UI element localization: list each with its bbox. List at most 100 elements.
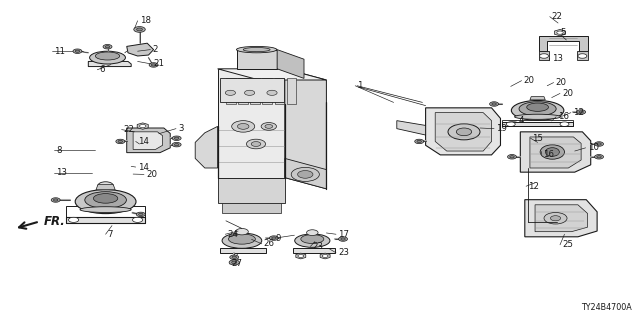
Ellipse shape: [237, 46, 277, 53]
Text: 16: 16: [543, 150, 554, 159]
Circle shape: [225, 90, 236, 95]
Circle shape: [137, 28, 143, 31]
Circle shape: [506, 122, 515, 126]
Text: 11: 11: [54, 47, 65, 56]
Polygon shape: [554, 29, 566, 36]
Polygon shape: [218, 69, 285, 178]
Polygon shape: [127, 128, 170, 153]
Bar: [287, 78, 296, 104]
Circle shape: [560, 122, 569, 126]
Circle shape: [340, 238, 346, 240]
Circle shape: [298, 255, 303, 257]
Circle shape: [492, 103, 497, 105]
Circle shape: [298, 171, 313, 178]
Text: 12: 12: [573, 108, 584, 117]
Circle shape: [265, 124, 273, 128]
Bar: [222, 203, 281, 213]
Circle shape: [76, 50, 80, 52]
Circle shape: [151, 64, 156, 66]
Polygon shape: [133, 132, 163, 149]
Circle shape: [232, 261, 237, 264]
Circle shape: [139, 213, 143, 216]
Text: 12: 12: [528, 182, 539, 191]
Bar: [218, 178, 285, 203]
Polygon shape: [293, 248, 335, 253]
Text: 19: 19: [496, 124, 507, 133]
Text: 20: 20: [562, 89, 573, 98]
Polygon shape: [435, 113, 492, 151]
Text: 16: 16: [558, 112, 569, 121]
Polygon shape: [502, 122, 573, 126]
Circle shape: [132, 217, 143, 222]
Text: 7: 7: [108, 230, 113, 239]
Text: 20: 20: [524, 76, 534, 85]
Circle shape: [246, 139, 266, 149]
Text: 6: 6: [99, 65, 105, 74]
Ellipse shape: [76, 189, 136, 214]
Circle shape: [261, 123, 276, 130]
Circle shape: [577, 110, 586, 114]
Circle shape: [448, 124, 480, 140]
Circle shape: [230, 255, 239, 260]
Circle shape: [51, 198, 60, 202]
Text: 23: 23: [338, 248, 349, 257]
Text: 20: 20: [556, 78, 566, 87]
Circle shape: [98, 182, 113, 189]
Circle shape: [149, 63, 158, 67]
Text: 26: 26: [264, 239, 275, 248]
Ellipse shape: [527, 103, 548, 111]
Circle shape: [509, 156, 515, 158]
Text: 14: 14: [138, 137, 148, 146]
Polygon shape: [539, 36, 588, 51]
Bar: [66, 206, 145, 223]
Text: 25: 25: [562, 240, 573, 249]
Bar: [226, 78, 236, 104]
Circle shape: [106, 46, 110, 48]
Text: 1: 1: [357, 81, 363, 90]
Polygon shape: [220, 248, 266, 253]
Circle shape: [73, 49, 82, 53]
Bar: [275, 78, 284, 104]
Ellipse shape: [540, 145, 564, 159]
Polygon shape: [577, 51, 588, 60]
Circle shape: [174, 143, 179, 146]
Circle shape: [136, 212, 145, 217]
Circle shape: [267, 90, 277, 95]
Ellipse shape: [511, 100, 564, 120]
Bar: [220, 78, 284, 102]
Text: 14: 14: [138, 163, 148, 172]
Circle shape: [229, 260, 239, 265]
Polygon shape: [426, 108, 500, 155]
Polygon shape: [525, 200, 597, 237]
Text: 5: 5: [560, 28, 566, 37]
Ellipse shape: [301, 235, 324, 244]
Polygon shape: [296, 253, 306, 259]
Circle shape: [118, 140, 123, 143]
Text: FR.: FR.: [44, 215, 65, 228]
Polygon shape: [218, 69, 326, 80]
Circle shape: [540, 54, 548, 58]
Ellipse shape: [228, 234, 255, 244]
Text: TY24B4700A: TY24B4700A: [582, 303, 632, 312]
Circle shape: [116, 139, 125, 144]
Text: 22: 22: [124, 125, 134, 134]
Circle shape: [251, 141, 261, 147]
Text: 13: 13: [552, 54, 563, 63]
Polygon shape: [530, 97, 545, 100]
Polygon shape: [88, 61, 131, 67]
Circle shape: [307, 230, 318, 236]
Circle shape: [544, 212, 567, 224]
Polygon shape: [520, 132, 591, 172]
Circle shape: [103, 44, 112, 49]
Bar: [262, 78, 272, 104]
Polygon shape: [320, 253, 330, 259]
Circle shape: [244, 90, 255, 95]
Text: 10: 10: [588, 143, 598, 152]
Ellipse shape: [545, 148, 559, 156]
Text: 22: 22: [552, 12, 563, 21]
Circle shape: [415, 139, 424, 144]
Circle shape: [272, 237, 276, 239]
Circle shape: [68, 217, 79, 222]
Ellipse shape: [222, 233, 262, 248]
Circle shape: [595, 155, 604, 159]
